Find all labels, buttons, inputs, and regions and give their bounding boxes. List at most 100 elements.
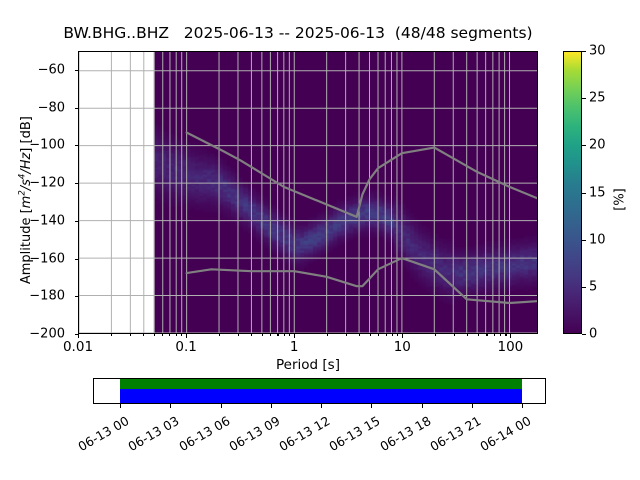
x-axis-label: Period [s]	[276, 357, 340, 373]
x-tick-mark-minor	[505, 334, 507, 337]
x-tick-mark-minor	[153, 334, 155, 337]
colorbar-label: [%]	[612, 188, 628, 211]
y-tick-label: −60	[37, 62, 65, 78]
colorbar-tick-mark	[582, 51, 586, 53]
y-tick-mark	[74, 69, 78, 71]
x-tick-label: 100	[497, 339, 524, 355]
colorbar-tick-mark	[582, 286, 586, 288]
x-tick-mark-minor	[270, 334, 272, 337]
x-tick-mark-major	[78, 334, 80, 338]
timeline-tick-mark	[371, 404, 373, 408]
data-coverage-green	[119, 379, 523, 390]
ppsd-histogram-canvas	[79, 52, 537, 333]
y-tick-mark	[74, 220, 78, 222]
x-tick-mark-major	[402, 334, 404, 338]
timeline-tick-label: 06-14 00	[477, 413, 534, 455]
low-noise-model-curve	[185, 256, 537, 305]
x-tick-mark-minor	[143, 334, 145, 337]
timeline-tick-mark	[270, 404, 272, 408]
timeline-tick-mark	[522, 404, 524, 408]
psd-coverage-blue	[119, 389, 523, 403]
timeline-tick-label: 06-13 03	[125, 413, 182, 455]
colorbar-ticks: 0 5 10 15 20 25 30	[563, 44, 623, 342]
x-tick-mark-major	[294, 334, 296, 338]
ppsd-plot-area[interactable]	[78, 51, 538, 334]
y-tick-label: −200	[29, 326, 65, 342]
x-tick-label: 10	[393, 339, 411, 355]
y-tick-label: −80	[37, 100, 65, 116]
x-tick-label: 0.1	[175, 339, 197, 355]
colorbar-tick-label: 30	[589, 43, 606, 59]
x-tick-mark-minor	[237, 334, 239, 337]
x-tick-mark-minor	[289, 334, 291, 337]
x-tick-mark-minor	[477, 334, 479, 337]
timeline-tick-mark	[220, 404, 222, 408]
x-tick-mark-minor	[261, 334, 263, 337]
y-tick-mark	[74, 334, 78, 336]
timeline-tick-labels: 06-13 00 06-13 03 06-13 06 06-13 09 06-13 12…	[75, 409, 563, 479]
timeline-tick-mark	[421, 404, 423, 408]
x-axis-tick-labels: 0.01 0.1 1 10 100	[63, 336, 538, 358]
timeline-coverage-bar[interactable]	[93, 378, 546, 404]
x-tick-mark-minor	[129, 334, 131, 337]
x-tick-mark-minor	[391, 334, 393, 337]
x-tick-mark-minor	[218, 334, 220, 337]
timeline-tick-label: 06-13 06	[175, 413, 232, 455]
x-tick-mark-major	[186, 334, 188, 338]
y-axis-ticks: −60 −80 −100 −120 −140 −160 −180 −200	[0, 51, 72, 341]
colorbar-tick-label: 15	[589, 185, 606, 200]
x-tick-label: 1	[289, 339, 299, 355]
y-tick-mark	[74, 107, 78, 109]
timeline-tick-label: 06-13 21	[427, 413, 484, 455]
x-tick-mark-major	[510, 334, 512, 338]
y-tick-label: −160	[29, 251, 65, 267]
page-title: BW.BHG..BHZ 2025-06-13 -- 2025-06-13 (48…	[63, 24, 533, 42]
noise-model-overlay	[79, 52, 537, 333]
colorbar-tick-label: 10	[589, 232, 606, 248]
colorbar-tick-label: 5	[589, 279, 598, 295]
y-tick-label: −180	[29, 288, 65, 304]
timeline-tick-label: 06-13 09	[226, 413, 283, 455]
timeline-tick-mark	[471, 404, 474, 408]
x-tick-mark-minor	[486, 334, 488, 337]
y-tick-mark	[74, 145, 78, 147]
x-tick-mark-minor	[326, 334, 328, 337]
timeline-tick-label: 06-13 12	[276, 413, 333, 455]
x-tick-mark-minor	[359, 334, 361, 337]
x-tick-mark-minor	[110, 334, 112, 337]
x-tick-mark-minor	[434, 334, 436, 337]
timeline-tick-label: 06-13 15	[326, 413, 383, 455]
x-tick-mark-minor	[251, 334, 253, 337]
colorbar-tick-label: 25	[589, 90, 606, 106]
colorbar	[563, 51, 582, 334]
timeline-tick-label: 06-13 18	[376, 413, 434, 455]
colorbar-tick-mark	[582, 192, 586, 194]
y-tick-mark	[74, 258, 78, 260]
timeline-tick-label: 06-13 00	[75, 413, 132, 455]
colorbar-tick-label: 20	[589, 137, 606, 153]
colorbar-tick-mark	[582, 98, 586, 100]
x-tick-mark-minor	[378, 334, 380, 337]
x-tick-mark-minor	[493, 334, 495, 337]
timeline-tick-mark	[170, 404, 172, 408]
colorbar-tick-mark	[582, 334, 586, 336]
y-tick-mark	[74, 183, 78, 185]
timeline-tick-mark	[119, 404, 122, 408]
x-tick-mark-minor	[175, 334, 177, 337]
timeline-tick-mark	[321, 404, 323, 408]
x-tick-mark-minor	[397, 334, 399, 337]
x-tick-mark-minor	[283, 334, 285, 337]
x-tick-mark-minor	[181, 334, 183, 337]
colorbar-tick-mark	[582, 145, 586, 147]
timeline-ticks	[93, 404, 546, 410]
y-tick-label: −140	[29, 213, 65, 229]
x-tick-mark-minor	[453, 334, 455, 337]
high-noise-model-curve	[185, 131, 537, 218]
x-tick-mark-minor	[369, 334, 371, 337]
x-tick-mark-minor	[345, 334, 347, 337]
colorbar-tick-label: 0	[589, 326, 598, 342]
y-tick-label: −120	[29, 175, 65, 191]
x-tick-label: 0.01	[62, 339, 94, 355]
x-tick-mark-minor	[277, 334, 279, 337]
